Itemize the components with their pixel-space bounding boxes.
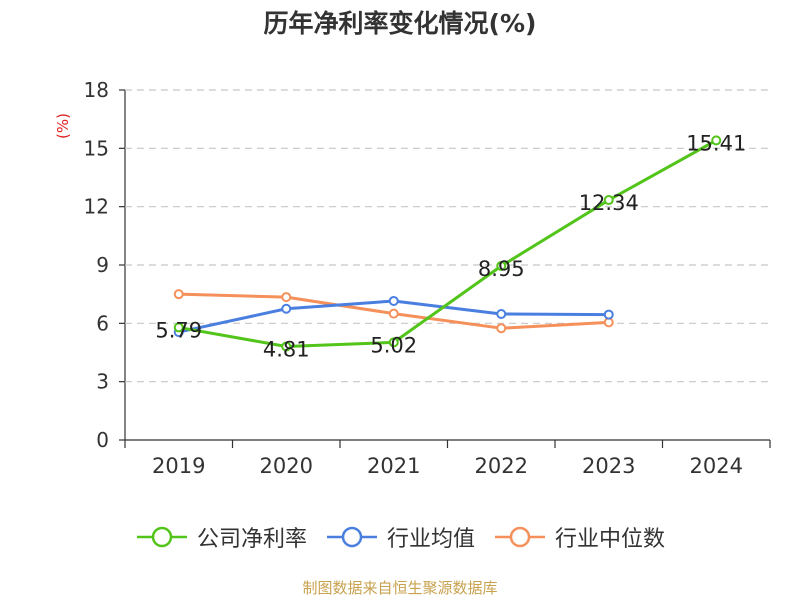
y-tick-label: 18 (84, 78, 109, 102)
data-label: 12.34 (579, 191, 639, 215)
data-label: 5.02 (370, 333, 417, 357)
data-point (173, 289, 184, 300)
y-tick-label: 15 (84, 136, 109, 160)
y-tick-label: 9 (96, 253, 109, 277)
y-tick-label: 6 (96, 311, 109, 335)
x-tick-label: 2020 (260, 454, 313, 478)
x-tick-label: 2024 (690, 454, 743, 478)
x-tick-label: 2022 (475, 454, 528, 478)
legend-line-marker-icon (136, 526, 187, 548)
chart-legend: 公司净利率 行业均值 行业中位数 (0, 520, 800, 554)
data-point (603, 309, 614, 320)
legend-label: 行业均值 (386, 527, 475, 552)
x-tick-label: 2021 (367, 454, 420, 478)
data-label: 4.81 (263, 337, 310, 361)
chart-title: 历年净利率变化情况(%) (263, 9, 537, 38)
data-point (496, 260, 507, 271)
data-label: 5.79 (155, 318, 202, 342)
data-source-footer: 制图数据来自恒生聚源数据库 (302, 579, 498, 597)
data-point (281, 341, 292, 352)
data-point (388, 308, 399, 319)
y-tick-label: 3 (96, 370, 109, 394)
data-point (388, 295, 399, 306)
data-point (496, 323, 507, 334)
data-point (711, 135, 722, 146)
legend-item-company-net-margin[interactable]: 公司净利率 (135, 521, 307, 553)
data-label: 15.41 (686, 131, 746, 155)
data-point (496, 309, 507, 319)
y-axis-unit-label: (%) (54, 113, 72, 139)
data-point (603, 195, 614, 206)
data-point (281, 303, 292, 314)
legend-line-marker-icon (326, 526, 377, 548)
data-point (173, 322, 184, 333)
y-tick-label: 12 (84, 195, 109, 219)
x-tick-label: 2019 (152, 454, 205, 478)
y-tick-label: 0 (96, 428, 109, 452)
legend-line-marker-icon (495, 526, 545, 548)
data-point (388, 337, 399, 348)
legend-item-industry-median[interactable]: 行业中位数 (493, 521, 665, 553)
data-point (281, 292, 292, 303)
data-label: 8.95 (478, 257, 525, 281)
series-line-0 (177, 138, 718, 348)
legend-item-industry-average[interactable]: 行业均值 (325, 521, 475, 553)
x-tick-label: 2023 (582, 454, 635, 478)
legend-label: 行业中位数 (555, 527, 666, 552)
legend-label: 公司净利率 (196, 527, 307, 552)
